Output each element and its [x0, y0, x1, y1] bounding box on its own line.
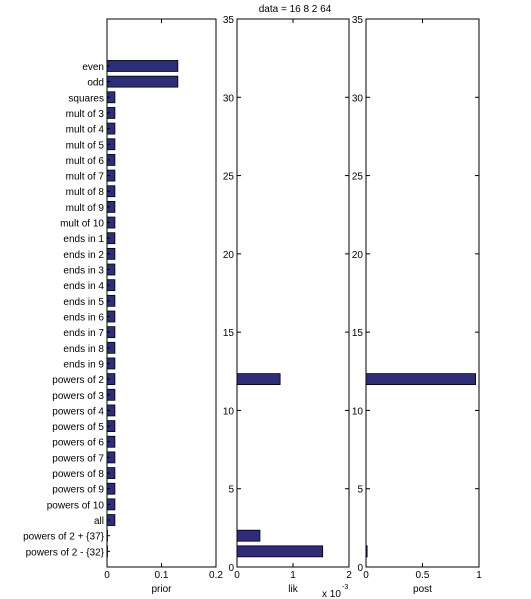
- category-label: ends in 8: [63, 344, 104, 355]
- category-label: mult of 3: [66, 109, 105, 120]
- category-label: odd: [87, 78, 104, 89]
- category-label: powers of 4: [52, 406, 104, 417]
- category-label: ends in 2: [63, 250, 104, 261]
- axes-frame: [106, 18, 217, 568]
- y-tick-label: 0: [357, 563, 363, 574]
- category-label: mult of 7: [66, 172, 105, 183]
- category-label: mult of 10: [60, 219, 104, 230]
- category-label: ends in 5: [63, 297, 104, 308]
- bar: [236, 529, 261, 542]
- chart-title: data = 16 8 2 64: [259, 4, 332, 15]
- x-tick-label: 2: [346, 570, 352, 581]
- x-tick-label: 0: [363, 570, 369, 581]
- category-label: ends in 6: [63, 312, 104, 323]
- y-tick-label: 15: [352, 328, 364, 339]
- category-label: powers of 2 + {37}: [23, 532, 105, 543]
- y-tick-label: 20: [223, 250, 235, 261]
- category-label: powers of 2 - {32}: [26, 547, 105, 558]
- bar: [365, 373, 477, 386]
- bar: [236, 373, 281, 386]
- category-label: ends in 7: [63, 328, 104, 339]
- y-tick-label: 5: [228, 485, 234, 496]
- bar: [106, 60, 179, 72]
- axes-frame: [236, 18, 350, 568]
- y-tick-label: 15: [223, 328, 235, 339]
- post-panel: 0 5 10 15 20 25 30 35 0 0.5 1 post: [352, 15, 482, 595]
- category-label: powers of 8: [52, 469, 104, 480]
- bar: [365, 545, 368, 558]
- prior-panel: even odd squares mult of 3 mult of 4 mult of …: [23, 18, 223, 595]
- x-scale-label: x 10: [322, 589, 341, 599]
- x-scale-exponent: -3: [342, 584, 348, 591]
- x-tick-label: 0: [234, 570, 240, 581]
- axes-frame: [365, 18, 480, 568]
- category-label: squares: [68, 93, 104, 104]
- category-label: powers of 5: [52, 422, 104, 433]
- category-label: powers of 7: [52, 453, 104, 464]
- category-label: ends in 1: [63, 234, 104, 245]
- category-label: mult of 4: [66, 125, 105, 136]
- category-label: powers of 2: [52, 375, 104, 386]
- lik-panel: 0 5 10 15 20 25 30 35 0 1 2 lik data = 16 8 2 64 x 10…: [223, 4, 352, 599]
- category-label: ends in 4: [63, 281, 104, 292]
- x-tick-label: 0: [104, 570, 110, 581]
- x-tick-label: 1: [290, 570, 296, 581]
- x-tick-label: 1: [476, 570, 482, 581]
- category-label: powers of 10: [47, 500, 105, 511]
- x-tick-label: 0.1: [155, 570, 169, 581]
- category-label: mult of 9: [66, 203, 105, 214]
- category-label: powers of 3: [52, 391, 104, 402]
- category-label: mult of 6: [66, 156, 105, 167]
- y-tick-label: 35: [223, 15, 235, 26]
- y-tick-label: 10: [223, 406, 235, 417]
- y-tick-label: 0: [228, 563, 234, 574]
- category-label: even: [82, 62, 104, 73]
- y-tick-label: 5: [357, 485, 363, 496]
- category-label: mult of 8: [66, 187, 105, 198]
- y-tick-label: 25: [352, 172, 364, 183]
- category-label: ends in 3: [63, 266, 104, 277]
- bar: [236, 545, 324, 558]
- bar: [106, 75, 179, 88]
- y-tick-label: 10: [352, 406, 364, 417]
- category-label: powers of 9: [52, 485, 104, 496]
- x-axis-label: post: [413, 584, 432, 595]
- category-label: powers of 6: [52, 438, 104, 449]
- category-label: ends in 9: [63, 359, 104, 370]
- y-tick-label: 20: [352, 250, 364, 261]
- x-tick-label: 0.5: [416, 570, 430, 581]
- y-tick-label: 30: [223, 93, 235, 104]
- y-tick-label: 30: [352, 93, 364, 104]
- y-tick-label: 35: [352, 15, 364, 26]
- x-tick-label: 0.2: [209, 570, 223, 581]
- y-tick-label: 25: [223, 172, 235, 183]
- category-label: all: [94, 516, 104, 527]
- x-axis-label: prior: [151, 584, 172, 595]
- category-label: mult of 5: [66, 140, 105, 151]
- x-axis-label: lik: [288, 584, 298, 595]
